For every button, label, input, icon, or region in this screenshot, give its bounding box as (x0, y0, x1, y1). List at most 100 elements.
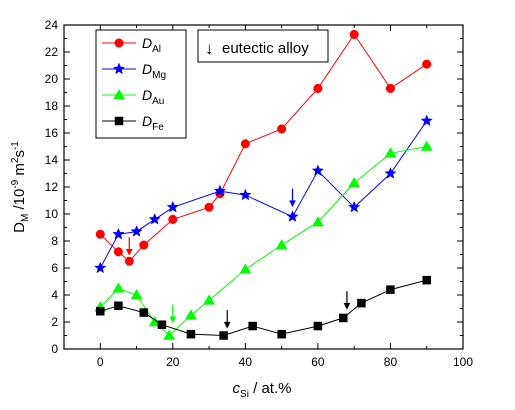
y-axis-label-exp2: 2 (10, 157, 21, 163)
y-axis-label-s: s (11, 150, 28, 158)
data-point-mg (148, 212, 161, 225)
y-tick-label: 20 (45, 72, 59, 86)
annotation: ↓ eutectic alloy (197, 29, 329, 63)
annotation-arrow-glyph: ↓ (205, 39, 214, 58)
data-point-al (277, 124, 287, 134)
data-point-au (239, 263, 252, 274)
y-axis-label-exp1: -9 (10, 179, 21, 188)
data-point-mg (112, 227, 125, 240)
legend-item-mg: DMg (102, 61, 166, 81)
legend-items: DAl DMg DAu DFe (102, 35, 166, 133)
y-tick-label: 22 (45, 45, 59, 59)
x-tick-label: 0 (97, 355, 104, 369)
data-point-mg (420, 114, 433, 127)
data-point-fe (386, 285, 395, 294)
y-tick-label: 2 (51, 315, 58, 329)
data-point-mg (384, 167, 397, 179)
legend-item-au: DAu (102, 87, 164, 107)
y-tick-label: 0 (51, 342, 58, 356)
y-tick-label: 12 (45, 180, 59, 194)
data-point-fe (186, 329, 196, 339)
data-point-fe (313, 321, 323, 331)
data-point-al (139, 240, 149, 250)
plot-area-frame (63, 24, 464, 350)
x-tick-label: 20 (166, 355, 180, 369)
x-tick-label: 40 (239, 355, 253, 369)
data-point-fe (248, 321, 257, 331)
y-axis-label-m: m (11, 163, 28, 180)
data-point-au (203, 294, 216, 305)
data-point-mg (130, 225, 143, 237)
y-axis-label-unit: /10 (11, 189, 28, 214)
data-point-fe (96, 306, 105, 316)
series-layer (94, 29, 433, 340)
data-point-mg (94, 261, 107, 274)
data-point-au (311, 216, 324, 227)
data-point-fe (219, 331, 228, 340)
data-point-fe (139, 308, 149, 317)
data-point-fe (357, 298, 366, 308)
data-point-mg (239, 188, 252, 201)
y-tick-label: 6 (51, 261, 58, 275)
eutectic-arrow-au (169, 304, 177, 324)
legend-label-au: DAu (142, 87, 164, 107)
data-point-al (313, 83, 323, 93)
x-axis-label-symbol: c (233, 380, 241, 397)
data-point-au (130, 289, 143, 300)
data-point-au (384, 147, 397, 158)
data-point-au (112, 282, 125, 293)
series-line-fe (100, 279, 427, 337)
x-axis-label-subscript: Si (240, 389, 249, 400)
data-point-al (113, 247, 123, 257)
data-point-mg (213, 184, 227, 197)
data-point-al (240, 139, 250, 149)
x-axis-label-unit: / at.% (249, 380, 292, 397)
x-tick-label: 80 (384, 355, 398, 369)
legend-marker-al (114, 38, 124, 48)
data-point-au (275, 239, 288, 250)
x-axis-label: cSi / at.% (233, 380, 292, 400)
y-axis-label: DM /10-9 m2s-1 (10, 141, 31, 233)
data-point-al (204, 202, 214, 212)
data-point-fe (422, 275, 431, 285)
eutectic-arrow-mg (289, 188, 296, 208)
data-point-al (422, 59, 432, 69)
y-tick-label: 18 (45, 99, 59, 113)
y-tick-label: 4 (51, 288, 58, 302)
y-tick-label: 10 (45, 207, 59, 221)
y-tick-label: 8 (51, 234, 58, 248)
y-axis-label-subscript: M (20, 214, 31, 222)
data-point-al (124, 256, 134, 266)
legend: DAl DMg DAu DFe (95, 29, 187, 139)
legend-marker-fe (114, 116, 124, 126)
data-point-mg (311, 164, 325, 177)
data-point-au (420, 140, 433, 151)
series-au (94, 140, 433, 340)
legend-marker-au (113, 89, 125, 100)
data-point-al (349, 29, 359, 40)
series-fe (96, 275, 431, 340)
data-point-au (185, 309, 197, 320)
series-mg (94, 114, 433, 274)
data-point-mg (286, 210, 299, 222)
data-point-al (168, 214, 178, 224)
y-axis-label-symbol: D (11, 222, 28, 233)
y-axis-label-exp3: -1 (10, 141, 21, 150)
data-point-au (348, 176, 361, 188)
x-tick-label: 60 (311, 355, 325, 369)
data-point-fe (339, 313, 348, 323)
annotation-box (197, 29, 329, 63)
data-point-mg (166, 200, 179, 213)
y-tick-label: 24 (45, 18, 59, 32)
legend-item-al: DAl (102, 35, 161, 55)
legend-label-al: DAl (142, 35, 161, 55)
legend-item-fe: DFe (102, 113, 164, 133)
x-tick-label: 100 (453, 355, 473, 369)
data-point-fe (157, 320, 167, 329)
legend-box (95, 29, 187, 139)
eutectic-arrow-fe (343, 291, 351, 310)
legend-marker-mg (112, 62, 126, 75)
y-tick-label: 16 (45, 126, 59, 140)
y-tick-label: 14 (45, 153, 59, 167)
